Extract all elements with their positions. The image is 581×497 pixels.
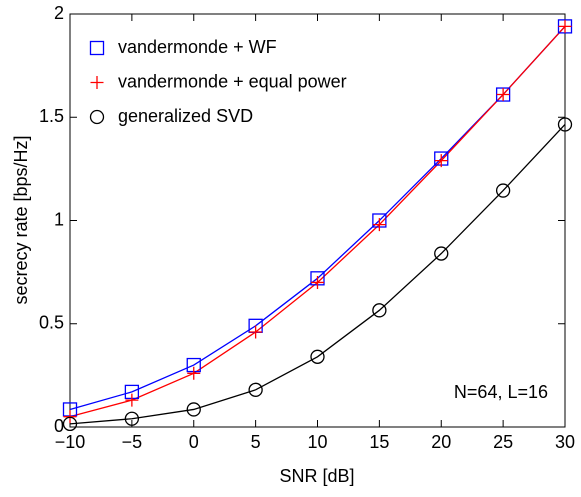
series-line — [69, 124, 566, 425]
marker — [186, 402, 201, 417]
y-tick-label: 1.5 — [39, 106, 64, 126]
marker — [557, 117, 573, 132]
marker — [495, 183, 511, 198]
marker — [248, 382, 263, 397]
marker — [63, 410, 77, 424]
marker — [558, 19, 572, 33]
marker — [434, 246, 449, 261]
marker — [496, 88, 510, 102]
x-tick-label: 5 — [251, 432, 261, 452]
legend-label: generalized SVD — [118, 106, 253, 126]
marker — [187, 366, 201, 380]
marker — [310, 349, 325, 364]
x-tick-label: 25 — [493, 432, 513, 452]
y-tick-label: 0.5 — [39, 313, 64, 333]
marker — [124, 411, 140, 426]
x-tick-label: 20 — [431, 432, 451, 452]
marker — [249, 325, 263, 339]
marker — [125, 393, 139, 407]
marker — [311, 275, 324, 289]
x-tick-label: −5 — [122, 432, 143, 452]
marker — [434, 154, 448, 168]
legend-marker — [89, 109, 105, 125]
x-tick-label: 10 — [307, 432, 327, 452]
y-tick-label: 0 — [54, 416, 64, 436]
legend-label: vandermonde + equal power — [118, 71, 347, 91]
legend-marker — [90, 76, 104, 89]
marker — [372, 303, 387, 318]
y-tick-label: 2 — [54, 3, 64, 23]
x-axis-label: SNR [dB] — [279, 466, 354, 486]
legend-label: vandermonde + WF — [118, 37, 277, 57]
y-tick-label: 1 — [54, 209, 64, 229]
y-axis-label: secrecy rate [bps/Hz] — [11, 135, 31, 304]
x-tick-label: 30 — [555, 432, 575, 452]
marker — [62, 416, 78, 432]
marker — [372, 218, 386, 232]
legend-marker — [89, 40, 105, 56]
x-tick-label: 0 — [189, 432, 199, 452]
annotation: N=64, L=16 — [454, 382, 548, 402]
x-tick-label: 15 — [369, 432, 389, 452]
x-tick-label: −10 — [55, 432, 86, 452]
